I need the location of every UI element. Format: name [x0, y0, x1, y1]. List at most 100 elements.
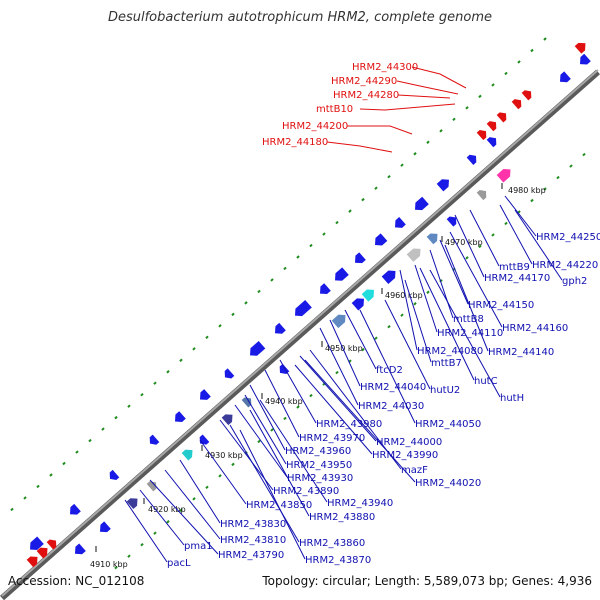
gene-labels: HRM2_44250 HRM2_44220 gph2 mttB9 HRM2_44…	[167, 232, 600, 569]
leader-line	[514, 209, 563, 281]
guide-dot	[361, 197, 365, 202]
gene-arrow	[181, 449, 193, 461]
gene-label-hrm2-43850: HRM2_43850	[246, 500, 312, 511]
gene-arrow	[30, 536, 44, 550]
gene-arrow	[476, 129, 487, 141]
guide-dot	[231, 312, 235, 317]
gene-arrow	[486, 137, 497, 148]
gene-label-hrm2-43960: HRM2_43960	[285, 446, 351, 457]
gene-arrow	[275, 322, 286, 334]
map-title: Desulfobacterium autotrophicum HRM2, com…	[107, 10, 493, 25]
highlight-labels: HRM2_44300 HRM2_44290 HRM2_44280 mttB10 …	[262, 62, 467, 153]
guide-dot	[530, 48, 534, 53]
highlight-label-hrm2-44200: HRM2_44200	[282, 121, 348, 132]
gene-arrow	[351, 298, 364, 311]
leader-line	[149, 479, 219, 555]
leader-mttb10	[359, 103, 456, 111]
gene-label-hutc: hutC	[474, 376, 498, 387]
guide-dot	[218, 324, 222, 328]
guide-dot	[543, 187, 547, 191]
tick-label-4920: 4920 kbp	[148, 505, 186, 514]
gene-label-mttb9: mttB9	[499, 262, 530, 273]
leader-line	[244, 394, 287, 465]
guide-dot	[88, 438, 92, 443]
gene-arrow	[46, 539, 57, 550]
gene-arrow	[335, 267, 349, 281]
gene-label-hrm2-44040: HRM2_44040	[360, 382, 426, 393]
guide-dot	[413, 152, 417, 156]
leader-hrm2-44200	[347, 125, 413, 135]
leader-line	[259, 399, 328, 503]
guide-dot	[556, 175, 560, 180]
leader-line	[399, 269, 418, 351]
gene-features	[26, 42, 591, 568]
gene-arrow	[149, 434, 160, 445]
gene-arrow	[496, 169, 511, 183]
gene-label-hutu2: hutU2	[430, 385, 460, 396]
gene-arrow	[375, 233, 388, 246]
guide-dot	[153, 531, 157, 535]
leader-hrm2-44300	[411, 66, 467, 89]
gene-arrow	[221, 414, 233, 426]
tick-label-4930: 4930 kbp	[205, 451, 243, 460]
guide-dot	[10, 507, 14, 512]
guide-dot	[309, 393, 313, 398]
gene-label-hrm2-43890: HRM2_43890	[273, 486, 339, 497]
gene-label-hrm2-44050: HRM2_44050	[415, 419, 481, 430]
leader-line	[139, 489, 185, 546]
gene-arrow	[109, 469, 120, 481]
gene-label-hrm2-43950: HRM2_43950	[286, 460, 352, 471]
gene-label-mttb8: mttB8	[453, 314, 484, 325]
gene-arrow	[511, 99, 522, 110]
leader-line	[414, 264, 438, 333]
gene-arrow	[580, 53, 591, 65]
guide-dot	[283, 416, 287, 421]
guide-dot	[452, 117, 456, 122]
gene-arrow	[175, 411, 186, 422]
guide-dot	[179, 508, 183, 512]
gene-label-hrm2-43990: HRM2_43990	[372, 450, 438, 461]
leader-hrm2-44180	[326, 141, 393, 153]
leader-line	[344, 309, 377, 370]
leader-line	[499, 204, 533, 265]
guide-dot	[400, 313, 404, 317]
highlight-label-mttb10: mttB10	[316, 104, 353, 115]
gene-arrow	[199, 434, 210, 445]
guide-dot	[478, 244, 482, 249]
genome-backbone	[0, 69, 600, 600]
gene-arrow	[476, 189, 487, 201]
gene-label-hrm2-43860: HRM2_43860	[299, 538, 365, 549]
gene-arrow	[521, 90, 532, 101]
gene-arrow	[241, 397, 252, 408]
leader-line	[164, 469, 221, 540]
guide-dot	[426, 290, 430, 294]
guide-dot	[49, 473, 53, 477]
guide-dot	[491, 233, 495, 237]
leader-line	[124, 499, 168, 563]
guide-dot	[153, 381, 157, 385]
gene-arrow	[436, 179, 449, 192]
gene-arrow	[250, 341, 266, 356]
leader-line	[199, 439, 247, 505]
guide-dot	[101, 427, 105, 431]
gene-label-hrm2-43790: HRM2_43790	[218, 550, 284, 561]
gene-label-pacl: pacL	[167, 558, 191, 569]
leader-line	[359, 309, 416, 424]
guide-dot	[465, 106, 469, 110]
gene-arrow	[486, 121, 497, 132]
gene-arrow	[126, 498, 138, 510]
guide-dot	[491, 83, 495, 87]
guide-dot	[270, 428, 274, 432]
guide-dot	[569, 164, 573, 168]
guide-dot	[205, 485, 209, 490]
leader-line	[249, 409, 310, 517]
guide-dot	[114, 415, 118, 420]
guide-dot	[127, 404, 131, 408]
gene-arrow	[466, 154, 477, 165]
guide-dot	[205, 335, 209, 340]
leader-line	[229, 424, 300, 543]
gene-label-hrm2-44250: HRM2_44250	[536, 232, 600, 243]
gene-label-hrm2-43810: HRM2_43810	[220, 535, 286, 546]
leader-line	[299, 355, 377, 442]
